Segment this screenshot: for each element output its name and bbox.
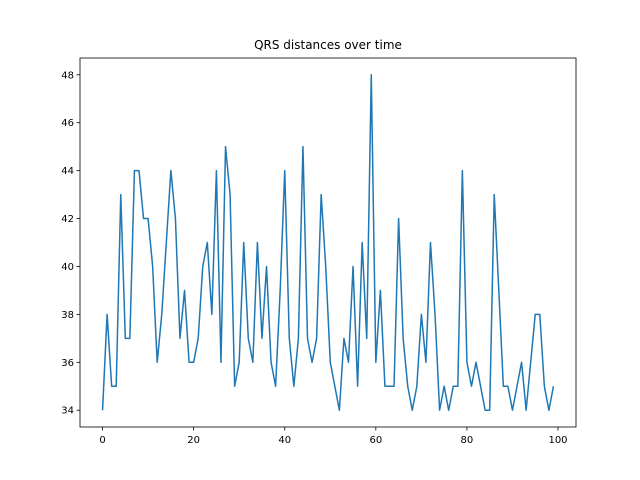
y-tick-label: 46 <box>61 118 74 129</box>
y-tick-label: 42 <box>61 214 74 225</box>
x-tick-label: 80 <box>461 435 474 446</box>
chart-title: QRS distances over time <box>254 38 402 52</box>
x-tick-label: 100 <box>548 435 567 446</box>
y-tick-label: 38 <box>61 310 74 321</box>
y-tick-label: 44 <box>61 166 74 177</box>
plot-frame <box>79 57 577 428</box>
y-axis-ticks: 34 36 38 40 42 44 46 48 <box>61 70 80 417</box>
y-tick-label: 34 <box>61 406 74 417</box>
x-tick-label: 0 <box>99 435 105 446</box>
series-line <box>101 74 555 411</box>
x-tick-label: 20 <box>187 435 200 446</box>
x-tick-label: 60 <box>369 435 382 446</box>
y-tick-label: 48 <box>61 70 74 81</box>
x-axis-ticks: 0 20 40 60 80 100 <box>99 427 568 446</box>
y-tick-label: 36 <box>61 358 74 369</box>
y-tick-label: 40 <box>61 262 74 273</box>
x-tick-label: 40 <box>278 435 291 446</box>
